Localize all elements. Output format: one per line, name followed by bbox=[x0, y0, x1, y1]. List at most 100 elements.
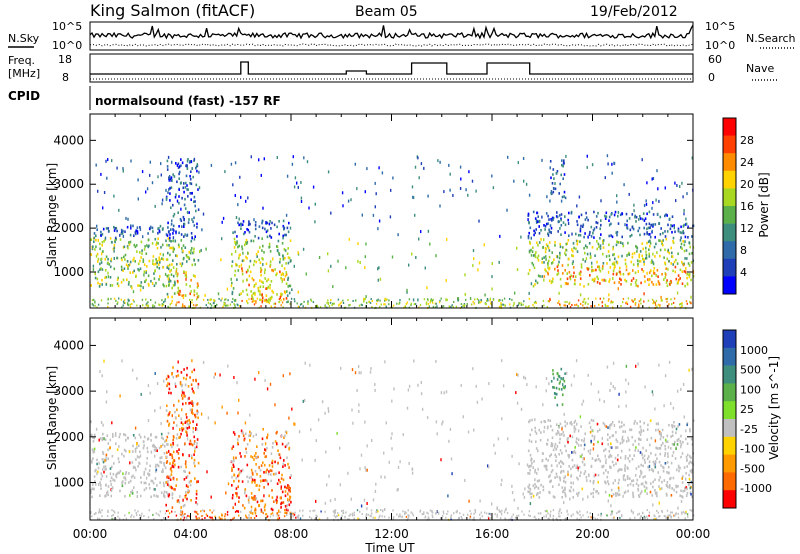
echo-cell bbox=[283, 436, 285, 439]
echo-cell bbox=[688, 275, 691, 279]
echo-cell bbox=[586, 154, 588, 158]
echo-cell bbox=[166, 384, 168, 388]
echo-cell bbox=[326, 483, 328, 487]
noise-search-label: N.Search bbox=[746, 32, 796, 45]
echo-cell bbox=[658, 282, 660, 285]
echo-cell bbox=[269, 382, 272, 386]
echo-cell bbox=[93, 433, 96, 437]
echo-cell bbox=[164, 440, 166, 443]
echo-cell bbox=[190, 383, 193, 386]
noise-sky-line bbox=[89, 24, 694, 40]
echo-cell bbox=[652, 503, 654, 507]
echo-cell bbox=[632, 484, 635, 487]
echo-cell bbox=[564, 444, 566, 448]
echo-cell bbox=[100, 257, 103, 261]
echo-cell bbox=[612, 434, 615, 437]
echo-cell bbox=[632, 277, 635, 280]
echo-cell bbox=[648, 255, 651, 258]
echo-cell bbox=[252, 239, 255, 243]
echo-cell bbox=[610, 301, 612, 304]
echo-cell bbox=[567, 263, 569, 267]
echo-cell bbox=[279, 511, 282, 514]
echo-cell bbox=[549, 166, 551, 170]
echo-cell bbox=[665, 298, 667, 300]
echo-cell bbox=[559, 478, 562, 482]
echo-cell bbox=[160, 445, 162, 448]
echo-cell bbox=[255, 452, 257, 455]
echo-cell bbox=[566, 371, 568, 375]
echo-cell bbox=[475, 189, 477, 193]
echo-cell bbox=[324, 510, 326, 513]
echo-cell bbox=[630, 260, 633, 264]
echo-cell bbox=[642, 511, 644, 514]
echo-cell bbox=[251, 480, 253, 484]
echo-cell bbox=[285, 297, 288, 300]
echo-cell bbox=[270, 305, 272, 308]
echo-cell bbox=[640, 463, 642, 467]
echo-cell bbox=[511, 454, 513, 458]
echo-cell bbox=[627, 436, 629, 440]
echo-cell bbox=[556, 170, 559, 173]
echo-cell bbox=[572, 451, 575, 454]
echo-cell bbox=[259, 290, 261, 293]
echo-cell bbox=[135, 244, 138, 247]
echo-cell bbox=[312, 301, 315, 304]
echo-cell bbox=[573, 430, 576, 433]
echo-cell bbox=[681, 260, 683, 264]
echo-cell bbox=[575, 247, 577, 251]
echo-cell bbox=[135, 468, 137, 472]
echo-cell bbox=[605, 469, 607, 472]
echo-cell bbox=[175, 267, 178, 271]
echo-cell bbox=[94, 248, 96, 251]
echo-cell bbox=[528, 291, 530, 295]
echo-cell bbox=[185, 484, 188, 488]
echo-cell bbox=[100, 472, 103, 475]
echo-cell bbox=[208, 516, 211, 519]
echo-cell bbox=[511, 491, 514, 495]
echo-cell bbox=[418, 237, 420, 241]
echo-cell bbox=[447, 494, 449, 498]
echo-cell bbox=[107, 227, 109, 230]
echo-cell bbox=[181, 389, 184, 392]
echo-cell bbox=[683, 212, 685, 216]
echo-cell bbox=[656, 457, 658, 460]
echo-cell bbox=[681, 452, 684, 455]
echo-cell bbox=[567, 454, 569, 457]
echo-cell bbox=[536, 256, 539, 260]
echo-cell bbox=[364, 266, 366, 269]
echo-cell bbox=[120, 232, 123, 235]
echo-cell bbox=[238, 254, 241, 257]
echo-cell bbox=[600, 514, 602, 517]
echo-cell bbox=[369, 370, 372, 374]
echo-cell bbox=[388, 303, 390, 306]
echo-cell bbox=[494, 451, 496, 455]
echo-cell bbox=[500, 512, 503, 516]
echo-cell bbox=[653, 301, 656, 304]
echo-cell bbox=[264, 379, 266, 383]
echo-cell bbox=[132, 224, 134, 228]
echo-cell bbox=[132, 258, 134, 262]
echo-cell bbox=[94, 300, 96, 304]
echo-cell bbox=[91, 448, 94, 451]
echo-cell bbox=[645, 253, 648, 257]
echo-cell bbox=[689, 428, 691, 431]
echo-cell bbox=[91, 299, 94, 302]
echo-cell bbox=[555, 459, 557, 462]
echo-cell bbox=[559, 182, 561, 186]
echo-cell bbox=[263, 494, 265, 498]
echo-cell bbox=[666, 214, 668, 217]
echo-cell bbox=[610, 213, 613, 216]
echo-cell bbox=[675, 199, 677, 203]
echo-cell bbox=[92, 457, 94, 460]
echo-cell bbox=[307, 302, 309, 305]
echo-cell bbox=[614, 456, 617, 460]
echo-cell bbox=[543, 278, 545, 282]
echo-cell bbox=[612, 306, 614, 309]
echo-cell bbox=[147, 472, 149, 475]
echo-cell bbox=[167, 251, 169, 255]
echo-cell bbox=[579, 510, 581, 513]
echo-cell bbox=[158, 303, 160, 306]
echo-cell bbox=[690, 471, 693, 474]
echo-cell bbox=[175, 424, 178, 427]
